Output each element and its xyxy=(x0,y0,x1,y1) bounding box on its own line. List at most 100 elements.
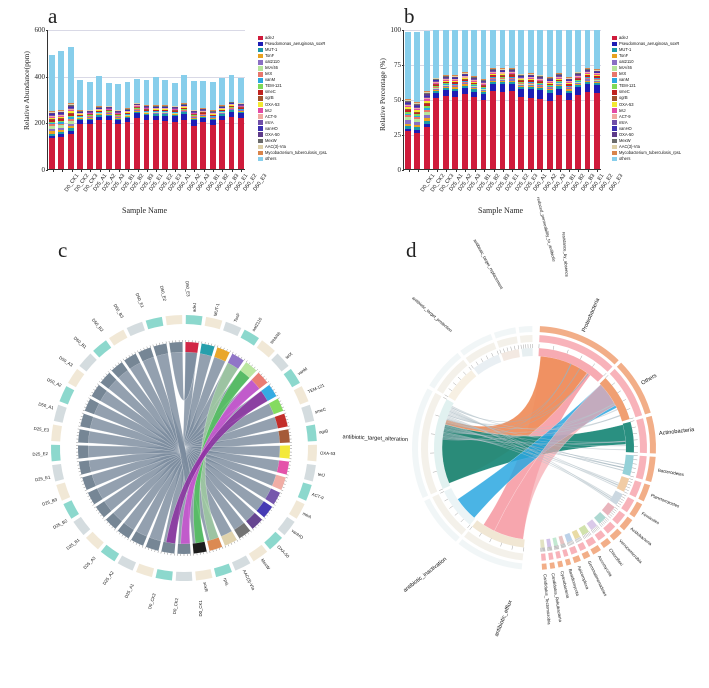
bar-segment xyxy=(584,71,591,73)
bar-segment xyxy=(537,78,544,81)
bar-segment xyxy=(575,78,581,80)
bar-column xyxy=(162,30,169,169)
bar-column xyxy=(565,29,572,169)
bar-column xyxy=(480,29,487,169)
bar-segment xyxy=(490,71,496,73)
x-tick-mark xyxy=(446,170,448,172)
bar-segment xyxy=(143,113,150,114)
bar-segment xyxy=(546,82,553,83)
bar-segment xyxy=(452,84,459,86)
legend-label: tetX xyxy=(264,71,273,77)
bar-segment xyxy=(537,86,544,88)
bar-segment xyxy=(490,69,496,71)
bar-segment xyxy=(461,75,468,76)
bar-segment xyxy=(58,134,65,138)
legend-label: mtrA xyxy=(618,119,628,125)
bar-segment xyxy=(518,79,525,81)
bar-segment xyxy=(527,88,534,98)
bar-segment xyxy=(537,84,544,86)
bar-segment xyxy=(546,86,553,87)
bar-segment xyxy=(480,87,487,88)
bar-column xyxy=(105,30,112,169)
bar-segment xyxy=(143,113,150,116)
bar-segment xyxy=(67,103,74,105)
bar-segment xyxy=(96,113,103,115)
bar-segment xyxy=(414,106,421,108)
bar-segment xyxy=(452,86,459,88)
bar-segment xyxy=(162,80,169,106)
x-tick-mark xyxy=(118,170,120,172)
x-tick-mark xyxy=(578,170,580,172)
bar-segment xyxy=(584,73,591,74)
legend-swatch xyxy=(258,41,263,47)
bar-segment xyxy=(546,85,553,87)
bar-segment xyxy=(452,96,459,169)
bar-segment xyxy=(565,86,572,87)
bar-segment xyxy=(442,80,449,81)
y-tick-label: 200 xyxy=(34,119,46,128)
bar-segment xyxy=(58,110,65,112)
bar-segment xyxy=(200,110,207,112)
bar-segment xyxy=(527,73,534,75)
legend-swatch xyxy=(258,156,263,162)
bar-segment xyxy=(414,125,421,128)
bar-segment xyxy=(546,29,553,78)
legend-swatch xyxy=(612,59,617,65)
bar-segment xyxy=(219,115,225,121)
panel-letter: b xyxy=(404,4,415,28)
x-tick-mark xyxy=(587,170,589,172)
plot-area: 0 25 50 75 100 D0_CK1 D0_CK2 D0_CK3 D25_A1 D25_A2… xyxy=(391,26,625,193)
bar-segment xyxy=(124,116,131,117)
y-tick-label: 0 xyxy=(397,166,402,174)
bar-segment xyxy=(162,112,169,114)
bar-segment xyxy=(152,113,159,115)
bar-column xyxy=(527,29,534,169)
legend-swatch xyxy=(612,114,617,119)
bar-segment xyxy=(575,75,581,77)
bar-segment xyxy=(190,81,197,110)
bar-segment xyxy=(96,120,103,169)
bar-segment xyxy=(452,75,459,77)
y-tick-mark xyxy=(45,123,48,125)
bar-segment xyxy=(508,73,515,74)
x-tick-mark xyxy=(203,170,205,172)
bar-segment xyxy=(171,122,178,169)
bar-segment xyxy=(219,110,225,111)
bar-segment xyxy=(480,92,487,95)
bar-column xyxy=(556,29,563,169)
bar-segment xyxy=(461,80,468,82)
bar-segment xyxy=(594,73,600,75)
legend-label: MexW xyxy=(618,137,631,143)
legend-swatch xyxy=(258,35,263,41)
legend-label: vanM xyxy=(618,77,629,83)
bar-segment xyxy=(565,87,572,89)
panel-b-relative-percentage: b 0 25 50 75 100 D0_CK1 D0_CK2 D0_CK3 D25_A1 D25_A… xyxy=(356,4,709,229)
bar-segment xyxy=(508,76,515,78)
bar-segment xyxy=(452,76,459,78)
bar-segment xyxy=(594,75,600,76)
bar-segment xyxy=(423,99,430,101)
bar-segment xyxy=(471,77,478,79)
bar-segment xyxy=(115,114,122,116)
legend-swatch xyxy=(258,59,263,65)
bar-segment xyxy=(67,133,74,169)
bar-segment xyxy=(480,82,487,85)
bar-segment xyxy=(584,69,591,71)
bar-segment xyxy=(124,117,131,119)
bar-segment xyxy=(594,79,600,81)
bar-segment xyxy=(527,81,534,83)
bar-segment xyxy=(134,78,140,103)
bar-segment xyxy=(508,71,515,72)
bar-segment xyxy=(152,110,159,111)
bar-segment xyxy=(508,75,515,77)
bar-segment xyxy=(556,29,563,74)
bar-segment xyxy=(433,81,440,83)
bar-segment xyxy=(96,114,103,116)
bar-segment xyxy=(49,124,55,127)
bar-segment xyxy=(209,118,216,119)
bar-segment xyxy=(86,82,93,110)
legend-label: ACT-9 xyxy=(264,113,277,119)
bar-segment xyxy=(537,85,544,87)
bar-segment xyxy=(594,69,600,71)
bar-segment xyxy=(565,80,572,82)
